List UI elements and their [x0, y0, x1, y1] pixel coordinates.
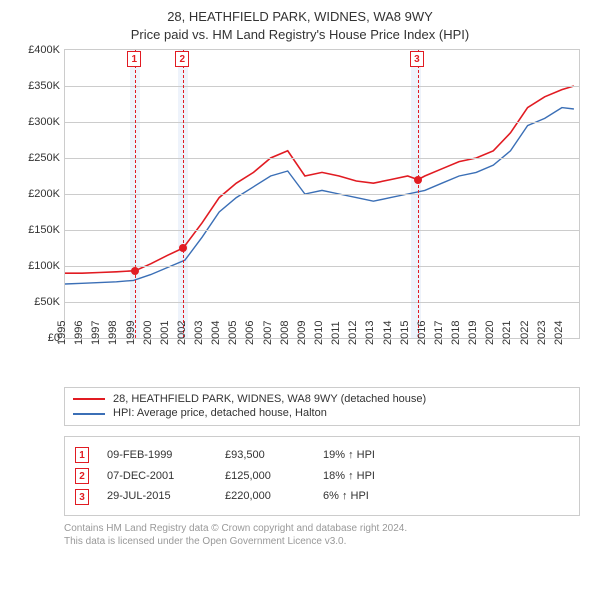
- y-axis-label: £300K: [14, 116, 60, 128]
- legend: 28, HEATHFIELD PARK, WIDNES, WA8 9WY (de…: [64, 387, 580, 426]
- gridline: [65, 86, 579, 87]
- y-axis-label: £0: [14, 332, 60, 344]
- chart-title: 28, HEATHFIELD PARK, WIDNES, WA8 9WY Pri…: [14, 8, 586, 43]
- legend-label: 28, HEATHFIELD PARK, WIDNES, WA8 9WY (de…: [113, 392, 426, 406]
- x-axis-label: 2009: [296, 321, 308, 345]
- marker-line: [183, 50, 184, 338]
- y-axis-label: £150K: [14, 224, 60, 236]
- x-axis-label: 2005: [227, 321, 239, 345]
- tx-date: 07-DEC-2001: [107, 466, 207, 487]
- x-axis-label: 2003: [193, 321, 205, 345]
- marker-index-box: 2: [175, 51, 189, 67]
- tx-delta: 18% ↑ HPI: [323, 466, 375, 487]
- tx-price: £220,000: [225, 486, 305, 507]
- marker-index-box: 3: [410, 51, 424, 67]
- x-axis-label: 2011: [330, 321, 342, 345]
- fineprint: Contains HM Land Registry data © Crown c…: [64, 522, 586, 548]
- legend-label: HPI: Average price, detached house, Halt…: [113, 406, 327, 420]
- y-axis-label: £250K: [14, 152, 60, 164]
- x-axis-label: 2004: [210, 321, 222, 345]
- legend-item: HPI: Average price, detached house, Halt…: [73, 406, 571, 420]
- x-axis-label: 2017: [433, 321, 445, 345]
- x-axis-label: 2019: [467, 321, 479, 345]
- x-axis-label: 2021: [501, 321, 513, 345]
- x-axis-label: 2014: [382, 321, 394, 345]
- x-axis-label: 2024: [553, 321, 565, 345]
- title-line-1: 28, HEATHFIELD PARK, WIDNES, WA8 9WY: [14, 8, 586, 26]
- x-axis-label: 2000: [142, 321, 154, 345]
- x-axis-label: 1996: [73, 321, 85, 345]
- marker-line: [135, 50, 136, 338]
- marker-dot: [414, 176, 422, 184]
- transactions-table: 1 09-FEB-1999 £93,500 19% ↑ HPI 2 07-DEC…: [64, 436, 580, 517]
- tx-delta: 19% ↑ HPI: [323, 445, 375, 466]
- x-axis-label: 2012: [347, 321, 359, 345]
- fineprint-line: This data is licensed under the Open Gov…: [64, 535, 586, 548]
- tx-price: £93,500: [225, 445, 305, 466]
- legend-item: 28, HEATHFIELD PARK, WIDNES, WA8 9WY (de…: [73, 392, 571, 406]
- tx-delta: 6% ↑ HPI: [323, 486, 369, 507]
- x-axis-label: 1995: [56, 321, 68, 345]
- x-axis-label: 2006: [244, 321, 256, 345]
- x-axis-label: 2002: [176, 321, 188, 345]
- x-axis-label: 1998: [107, 321, 119, 345]
- y-axis-label: £50K: [14, 296, 60, 308]
- table-row: 3 29-JUL-2015 £220,000 6% ↑ HPI: [75, 486, 569, 507]
- x-axis-label: 2007: [262, 321, 274, 345]
- y-axis-label: £200K: [14, 188, 60, 200]
- x-axis-label: 2008: [279, 321, 291, 345]
- tx-date: 29-JUL-2015: [107, 486, 207, 507]
- x-axis-label: 1997: [90, 321, 102, 345]
- x-axis-label: 2023: [536, 321, 548, 345]
- tx-price: £125,000: [225, 466, 305, 487]
- title-line-2: Price paid vs. HM Land Registry's House …: [14, 26, 586, 44]
- gridline: [65, 194, 579, 195]
- table-row: 2 07-DEC-2001 £125,000 18% ↑ HPI: [75, 466, 569, 487]
- fineprint-line: Contains HM Land Registry data © Crown c…: [64, 522, 586, 535]
- marker-index-box: 1: [127, 51, 141, 67]
- gridline: [65, 122, 579, 123]
- gridline: [65, 158, 579, 159]
- marker-dot: [131, 267, 139, 275]
- x-axis-label: 2010: [313, 321, 325, 345]
- chart-zone: £0£50K£100K£150K£200K£250K£300K£350K£400…: [14, 49, 586, 381]
- gridline: [65, 230, 579, 231]
- x-axis-label: 2022: [519, 321, 531, 345]
- tx-date: 09-FEB-1999: [107, 445, 207, 466]
- marker-line: [418, 50, 419, 338]
- x-axis-label: 2020: [484, 321, 496, 345]
- y-axis-label: £350K: [14, 80, 60, 92]
- x-axis-label: 2018: [450, 321, 462, 345]
- gridline: [65, 266, 579, 267]
- plot-area: [64, 49, 580, 339]
- tx-index: 3: [75, 489, 89, 505]
- chart-container: 28, HEATHFIELD PARK, WIDNES, WA8 9WY Pri…: [0, 0, 600, 590]
- y-axis-label: £400K: [14, 44, 60, 56]
- gridline: [65, 302, 579, 303]
- series-hpi: [65, 108, 574, 284]
- x-axis-label: 1999: [125, 321, 137, 345]
- series-price_paid: [65, 86, 574, 273]
- tx-index: 1: [75, 447, 89, 463]
- marker-dot: [179, 244, 187, 252]
- legend-swatch: [73, 398, 105, 400]
- y-axis-label: £100K: [14, 260, 60, 272]
- tx-index: 2: [75, 468, 89, 484]
- table-row: 1 09-FEB-1999 £93,500 19% ↑ HPI: [75, 445, 569, 466]
- legend-swatch: [73, 413, 105, 415]
- x-axis-label: 2013: [364, 321, 376, 345]
- x-axis-label: 2016: [416, 321, 428, 345]
- x-axis-label: 2001: [159, 321, 171, 345]
- x-axis-label: 2015: [399, 321, 411, 345]
